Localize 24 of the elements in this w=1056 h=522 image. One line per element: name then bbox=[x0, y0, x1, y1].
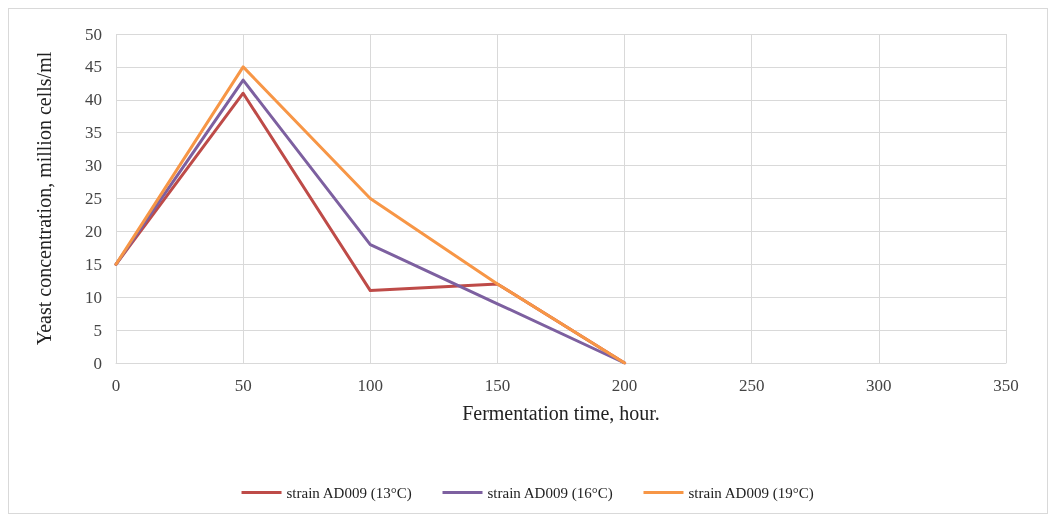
x-tick-label: 150 bbox=[484, 376, 511, 395]
y-tick-label: 15 bbox=[85, 254, 102, 274]
y-tick-label: 0 bbox=[93, 353, 102, 373]
x-tick-label: 200 bbox=[611, 376, 638, 395]
x-tick-label: 250 bbox=[738, 376, 765, 395]
x-axis-title: Fermentation time, hour. bbox=[462, 402, 660, 424]
y-tick-label: 30 bbox=[85, 156, 102, 176]
legend-label: strain AD009 (16°C) bbox=[487, 484, 613, 502]
x-tick-label: 100 bbox=[357, 376, 384, 395]
x-tick-label: 0 bbox=[111, 376, 121, 395]
y-tick-label: 5 bbox=[93, 320, 102, 340]
y-tick-label: 35 bbox=[85, 123, 102, 143]
y-axis-title: Yeast concentration, million cells/ml bbox=[33, 51, 55, 346]
legend-label: strain AD009 (19°C) bbox=[688, 484, 814, 502]
x-tick-label: 50 bbox=[234, 376, 252, 395]
y-tick-label: 10 bbox=[85, 287, 102, 307]
y-tick-label: 25 bbox=[85, 189, 102, 208]
y-tick-label: 20 bbox=[85, 221, 102, 241]
legend-label: strain AD009 (13°C) bbox=[286, 484, 412, 502]
y-tick-label: 45 bbox=[85, 57, 102, 77]
x-tick-label: 350 bbox=[993, 376, 1019, 395]
y-tick-label: 50 bbox=[85, 24, 102, 44]
x-tick-label: 300 bbox=[866, 376, 892, 395]
y-tick-label: 40 bbox=[85, 90, 102, 110]
